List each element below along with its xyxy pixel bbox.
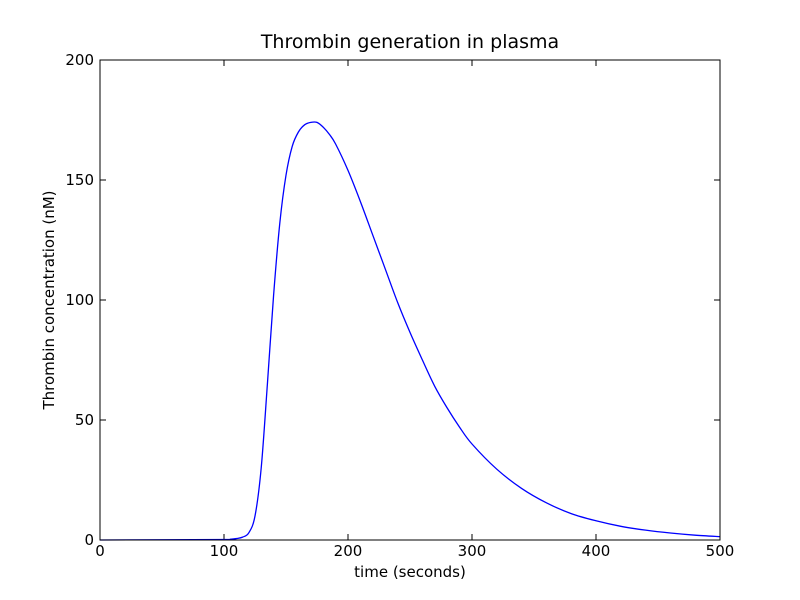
ticks: [99, 59, 721, 541]
y-tick-label: 100: [65, 291, 94, 309]
x-tick-label: 0: [95, 542, 105, 560]
x-tick-label: 300: [458, 542, 487, 560]
y-tick-label: 0: [84, 531, 94, 549]
plot-area-frame: [99, 59, 721, 541]
x-axis-label: time (seconds): [354, 563, 466, 581]
tick-labels: 0 100 200 300 400 500 0 50 100 150 200: [65, 51, 734, 560]
chart-title: Thrombin generation in plasma: [260, 31, 559, 53]
x-tick-label: 100: [210, 542, 239, 560]
y-tick-label: 200: [65, 51, 94, 69]
x-tick-label: 500: [706, 542, 735, 560]
series-line-thrombin: [99, 121, 721, 541]
x-tick-label: 200: [334, 542, 363, 560]
x-tick-label: 400: [582, 542, 611, 560]
y-tick-label: 50: [75, 411, 94, 429]
y-axis-label: Thrombin concentration (nM): [40, 190, 58, 410]
y-tick-label: 150: [65, 171, 94, 189]
